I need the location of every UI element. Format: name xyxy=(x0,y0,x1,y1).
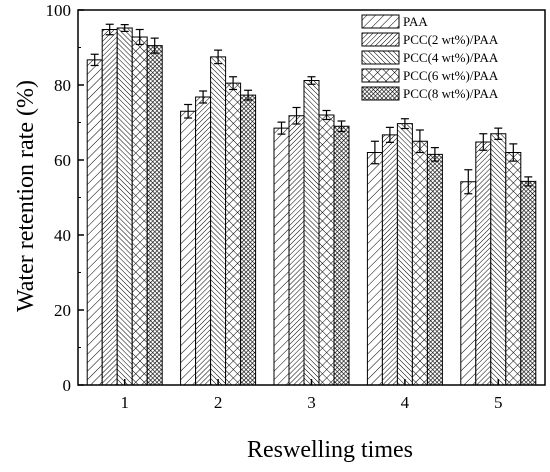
error-bar xyxy=(277,121,286,135)
legend-label: PAA xyxy=(403,14,428,29)
error-bar xyxy=(135,28,144,46)
x-axis-title: Reswelling times xyxy=(247,437,413,463)
x-tick-label: 3 xyxy=(307,393,316,412)
bar xyxy=(225,82,242,386)
bar xyxy=(396,123,413,386)
error-bar xyxy=(337,120,346,133)
error-bar xyxy=(307,76,316,85)
legend-label: PCC(4 wt%)/PAA xyxy=(403,50,499,65)
bar xyxy=(180,110,197,386)
error-bar xyxy=(370,140,379,165)
bar xyxy=(195,96,212,386)
bar xyxy=(460,181,477,386)
error-bar xyxy=(292,106,301,125)
x-tick-label: 5 xyxy=(494,393,503,412)
bar xyxy=(288,115,305,386)
error-bar xyxy=(322,109,331,121)
bar xyxy=(475,141,492,386)
bar xyxy=(273,127,290,386)
y-tick-label: 100 xyxy=(46,1,72,20)
error-bars-layer xyxy=(90,23,533,195)
y-tick-label: 40 xyxy=(54,226,71,245)
bar xyxy=(411,140,428,386)
legend-swatch xyxy=(361,50,400,65)
bar xyxy=(318,114,335,386)
bar xyxy=(86,59,103,386)
legend-item: PCC(6 wt%)/PAA xyxy=(361,68,499,83)
error-bar xyxy=(90,53,99,67)
x-tick-label: 1 xyxy=(120,393,129,412)
legend: PAA PCC(2 wt%)/PAA PCC(4 wt%)/PAA PCC(6 wt%… xyxy=(361,14,499,101)
bar xyxy=(520,180,537,386)
error-bar xyxy=(120,24,129,32)
y-axis: 0 20 40 60 80 100 xyxy=(46,1,84,395)
bar xyxy=(505,152,522,386)
error-bar xyxy=(479,133,488,151)
legend-swatch xyxy=(361,14,400,29)
error-bar xyxy=(400,118,409,130)
bar xyxy=(303,80,320,386)
bar xyxy=(101,29,118,386)
bar xyxy=(240,94,257,386)
error-bar xyxy=(494,127,503,140)
bar xyxy=(426,153,443,386)
bar xyxy=(490,133,507,386)
error-bar xyxy=(385,126,394,143)
error-bar xyxy=(464,169,473,195)
error-bar xyxy=(184,103,193,119)
legend-swatch xyxy=(361,86,400,101)
error-bar xyxy=(244,89,253,101)
bar xyxy=(381,134,398,386)
legend-label: PCC(2 wt%)/PAA xyxy=(403,32,499,47)
error-bar xyxy=(509,143,518,162)
error-bar xyxy=(214,49,223,65)
legend-swatch xyxy=(361,32,400,47)
legend-item: PCC(2 wt%)/PAA xyxy=(361,32,499,47)
error-bar xyxy=(229,76,238,91)
y-tick-label: 20 xyxy=(54,301,71,320)
legend-item: PCC(8 wt%)/PAA xyxy=(361,86,499,101)
error-bar xyxy=(415,129,424,154)
bar xyxy=(333,125,350,386)
error-bar xyxy=(524,176,533,187)
error-bar xyxy=(199,90,208,104)
y-tick-label: 80 xyxy=(54,76,71,95)
bar xyxy=(146,45,163,386)
x-tick-label: 2 xyxy=(214,393,223,412)
bar xyxy=(116,27,133,386)
legend-swatch xyxy=(361,68,400,83)
bar xyxy=(366,152,383,386)
error-bar xyxy=(430,147,439,162)
bars-layer xyxy=(86,27,537,386)
bar xyxy=(210,56,227,386)
legend-label: PCC(6 wt%)/PAA xyxy=(403,68,499,83)
y-axis-title: Water retention rate (%) xyxy=(13,80,39,312)
y-tick-label: 0 xyxy=(63,376,72,395)
legend-label: PCC(8 wt%)/PAA xyxy=(403,86,499,101)
error-bar xyxy=(105,23,114,36)
y-tick-label: 60 xyxy=(54,151,71,170)
legend-item: PCC(4 wt%)/PAA xyxy=(361,50,499,65)
x-tick-label: 4 xyxy=(401,393,410,412)
legend-item: PAA xyxy=(361,14,428,29)
error-bar xyxy=(150,37,159,54)
bar xyxy=(131,36,148,386)
x-axis: 1 2 3 4 5 xyxy=(120,379,503,412)
